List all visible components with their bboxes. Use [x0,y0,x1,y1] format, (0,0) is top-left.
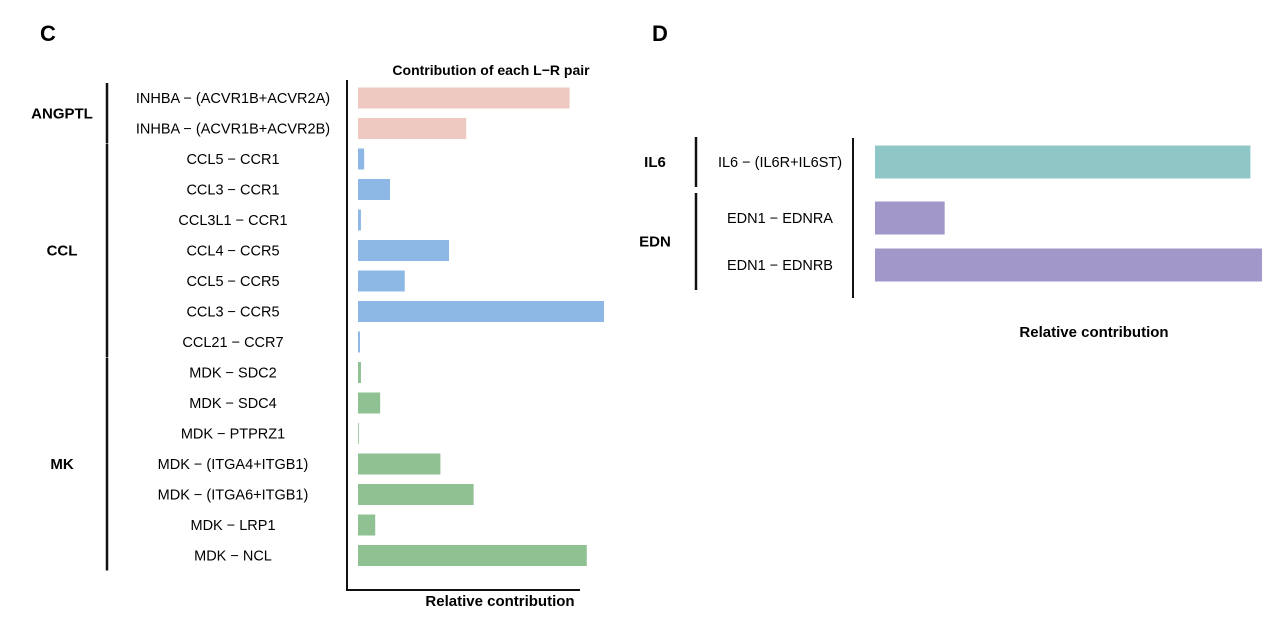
pair-label: CCL5 − CCR1 [186,152,279,168]
panel-letter-c: C [40,21,56,46]
group-label: EDN [639,234,671,251]
panel-c: C Contribution of each L−R pair Relative… [31,21,604,610]
panel-c-x-axis-label: Relative contribution [425,593,574,610]
bar [875,201,945,235]
bar [358,484,474,505]
panel-letter-d: D [652,21,668,46]
pair-label: MDK − PTPRZ1 [181,427,285,443]
panel-d-group-labels: IL6 EDN [639,137,698,290]
bar [358,148,365,170]
pair-label: MDK − (ITGA4+ITGB1) [158,457,309,473]
bar [358,331,360,353]
pair-label: EDN1 − EDNRA [727,211,833,227]
pair-label: CCL4 − CCR5 [186,244,279,260]
panel-c-pair-labels: INHBA − (ACVR1B+ACVR2A) INHBA − (ACVR1B+A… [136,91,330,565]
pair-label: EDN1 − EDNRB [727,258,833,274]
pair-label: MDK − NCL [194,549,272,565]
pair-label: MDK − (ITGA6+ITGB1) [158,488,309,504]
panel-c-bars [358,87,604,566]
panel-d-x-axis-label: Relative contribution [1019,324,1168,341]
panel-d-bars [875,145,1262,282]
bar [358,118,467,139]
bar [875,248,1262,282]
pair-label: CCL3 − CCR1 [186,183,279,199]
panel-d-pair-labels: IL6 − (IL6R+IL6ST) EDN1 − EDNRA EDN1 − EDN… [718,155,842,274]
bar [358,362,361,383]
pair-label: MDK − SDC2 [189,366,276,382]
panel-c-title: Contribution of each L−R pair [392,62,590,78]
group-label: CCL [47,243,78,260]
bar [358,545,587,566]
pair-label: IL6 − (IL6R+IL6ST) [718,155,842,171]
pair-label: INHBA − (ACVR1B+ACVR2B) [136,122,330,138]
group-label: MK [50,456,73,473]
panel-c-group-labels: ANGPTL CCL MK [31,83,109,571]
group-label: ANGPTL [31,105,93,122]
bar [358,453,441,475]
bar [358,270,405,292]
pair-label: CCL3 − CCR5 [186,305,279,321]
pair-label: MDK − SDC4 [189,396,276,412]
bar [358,301,604,322]
group-label: IL6 [644,154,666,171]
bar [358,514,376,536]
pair-label: INHBA − (ACVR1B+ACVR2A) [136,91,330,107]
bar [358,423,359,444]
bar [358,392,381,414]
bar [358,87,570,109]
pair-label: MDK − LRP1 [190,518,275,534]
bar [875,145,1251,179]
pair-label: CCL21 − CCR7 [182,335,283,351]
bar [358,240,450,261]
bar [358,179,390,200]
bar [358,209,361,231]
pair-label: CCL5 − CCR5 [186,274,279,290]
pair-label: CCL3L1 − CCR1 [178,213,287,229]
panel-d: D Relative contribution IL6 − (IL6R+IL6S… [639,21,1262,341]
